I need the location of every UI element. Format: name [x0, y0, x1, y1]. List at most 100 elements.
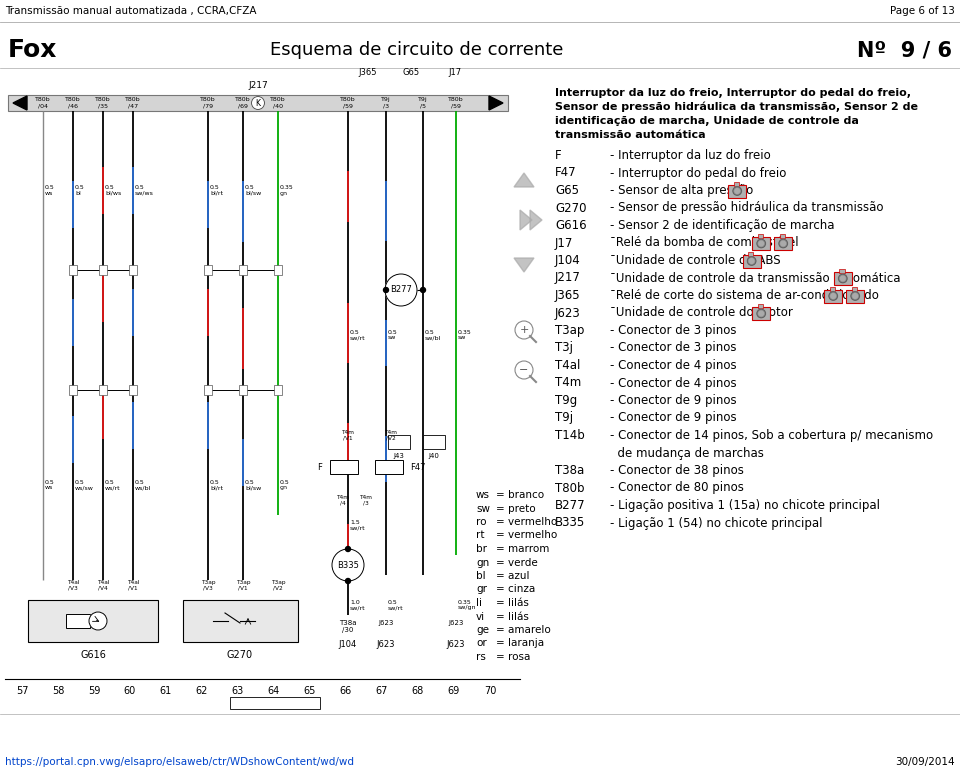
Bar	[300, 698, 301, 708]
Text: gr: gr	[476, 584, 487, 594]
Text: B277: B277	[390, 286, 412, 295]
Text: ¯Unidade de controle do motor: ¯Unidade de controle do motor	[610, 307, 793, 320]
Bar	[99, 385, 107, 395]
Circle shape	[515, 361, 533, 379]
Text: J365: J365	[359, 68, 377, 77]
Text: T4al
/V3: T4al /V3	[67, 580, 80, 591]
Text: vi: vi	[476, 611, 485, 622]
Circle shape	[838, 274, 847, 282]
Bar	[255, 698, 256, 708]
Text: T3ap
/V3: T3ap /V3	[201, 580, 215, 591]
Text: identificação de marcha, Unidade de controle da: identificação de marcha, Unidade de cont…	[555, 116, 859, 126]
Bar	[846, 289, 864, 303]
Text: 30/09/2014: 30/09/2014	[896, 757, 955, 767]
Text: 0.5
ws: 0.5 ws	[45, 480, 55, 490]
Bar	[283, 698, 285, 708]
Text: T14b: T14b	[555, 429, 585, 442]
Bar	[277, 698, 278, 708]
Text: 1.0
sw/rt: 1.0 sw/rt	[350, 600, 366, 611]
Bar	[236, 698, 237, 708]
Text: = azul: = azul	[496, 571, 530, 581]
Bar	[280, 698, 281, 708]
Text: - Interruptor do pedal do freio: - Interruptor do pedal do freio	[610, 167, 786, 179]
Bar	[733, 182, 739, 185]
Text: T80b
/59: T80b /59	[340, 97, 356, 108]
Text: 0.5
sw: 0.5 sw	[388, 330, 397, 341]
Text: rs: rs	[476, 652, 486, 662]
Text: 65: 65	[303, 686, 316, 696]
Bar	[247, 698, 249, 708]
Text: - Interruptor da luz do freio: - Interruptor da luz do freio	[610, 149, 771, 162]
Bar	[825, 289, 842, 303]
Text: 0.5
sw/ws: 0.5 sw/ws	[135, 185, 154, 196]
Text: T80b: T80b	[555, 481, 585, 494]
Bar	[748, 251, 754, 255]
Text: J104: J104	[339, 640, 357, 649]
Text: T80b
/04: T80b /04	[36, 97, 51, 108]
Text: G616: G616	[80, 650, 106, 660]
Text: T4al
/V4: T4al /V4	[97, 580, 109, 591]
Circle shape	[732, 187, 741, 196]
Bar	[250, 698, 252, 708]
Text: T3ap
/V1: T3ap /V1	[236, 580, 251, 591]
Circle shape	[758, 311, 763, 316]
Bar	[303, 698, 304, 708]
Text: 68: 68	[412, 686, 424, 696]
Circle shape	[734, 189, 739, 193]
Bar	[99, 265, 107, 275]
Text: rt: rt	[476, 531, 485, 541]
Text: bl: bl	[476, 571, 486, 581]
Text: T80b
/59: T80b /59	[448, 97, 464, 108]
Bar	[8, 95, 508, 111]
Text: B277: B277	[555, 499, 586, 512]
Text: T80b
/69: T80b /69	[235, 97, 251, 108]
Text: J623: J623	[446, 640, 466, 649]
Text: T9j: T9j	[555, 411, 573, 424]
Circle shape	[758, 241, 763, 246]
Text: J623: J623	[376, 640, 396, 649]
Bar	[244, 698, 246, 708]
Circle shape	[747, 257, 756, 265]
Text: 66: 66	[340, 686, 352, 696]
Text: J17: J17	[448, 68, 462, 77]
Bar	[330, 460, 358, 474]
Bar	[834, 272, 852, 285]
Bar	[69, 385, 77, 395]
Text: = rosa: = rosa	[496, 652, 530, 662]
Text: ¯Relé da bomba de combustível: ¯Relé da bomba de combustível	[610, 237, 799, 250]
Text: J623: J623	[555, 307, 581, 320]
Text: https://portal.cpn.vwg/elsapro/elsaweb/ctr/WDshowContent/wd/wd: https://portal.cpn.vwg/elsapro/elsaweb/c…	[5, 757, 354, 767]
Text: F: F	[317, 462, 322, 472]
Circle shape	[252, 96, 265, 109]
Bar	[852, 286, 857, 290]
Text: J104: J104	[555, 254, 581, 267]
Text: = vermelho: = vermelho	[496, 517, 557, 527]
Text: - Conector de 3 pinos: - Conector de 3 pinos	[610, 324, 736, 337]
Text: 70: 70	[484, 686, 496, 696]
Text: G65: G65	[402, 68, 420, 77]
Text: 0.5
bl/rt: 0.5 bl/rt	[210, 185, 223, 196]
Text: = amarelo: = amarelo	[496, 625, 551, 635]
Text: G616: G616	[555, 219, 587, 232]
Text: G65: G65	[555, 184, 579, 197]
Text: 0.5
sw/bl: 0.5 sw/bl	[425, 330, 442, 341]
Bar	[183, 600, 298, 642]
Text: transmissão automática: transmissão automática	[555, 130, 706, 140]
Text: - Conector de 80 pinos: - Conector de 80 pinos	[610, 481, 744, 494]
Text: +: +	[519, 325, 529, 335]
Text: T4m
/V2: T4m /V2	[385, 430, 397, 441]
Text: Page 6 of 13: Page 6 of 13	[890, 6, 955, 16]
Bar	[753, 237, 770, 250]
Text: T4m
/4: T4m /4	[337, 495, 349, 506]
Circle shape	[830, 293, 835, 298]
Text: J623: J623	[378, 620, 394, 633]
Text: T80b
/35: T80b /35	[95, 97, 110, 108]
Bar	[274, 385, 282, 395]
Text: 0.35
gn: 0.35 gn	[280, 185, 294, 196]
Text: - Conector de 14 pinos, Sob a cobertura p/ mecanismo: - Conector de 14 pinos, Sob a cobertura …	[610, 429, 933, 442]
Polygon shape	[514, 173, 534, 187]
Text: 0.5
gn: 0.5 gn	[280, 480, 290, 490]
Text: T80b
/47: T80b /47	[125, 97, 141, 108]
Bar	[295, 698, 297, 708]
Text: - Conector de 9 pinos: - Conector de 9 pinos	[610, 394, 736, 407]
